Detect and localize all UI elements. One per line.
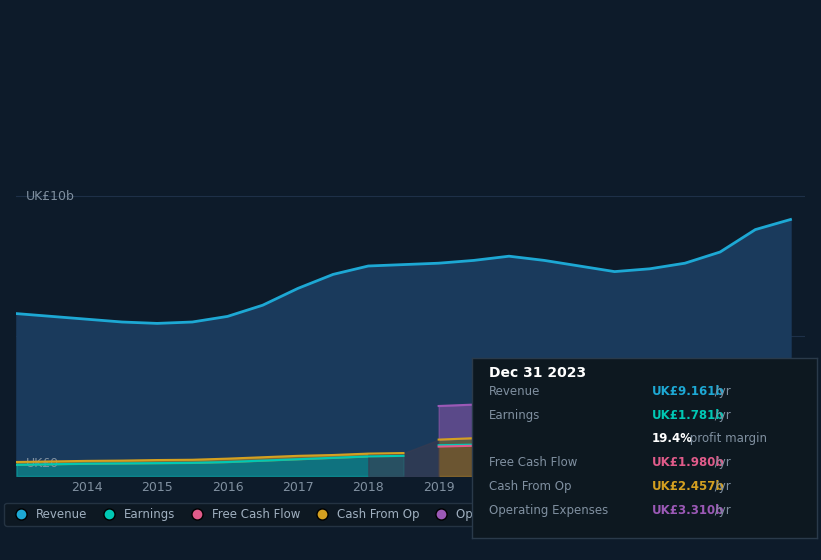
Text: UK£2.457b: UK£2.457b [651,480,724,493]
Text: Free Cash Flow: Free Cash Flow [489,456,578,469]
Text: UK£9.161b: UK£9.161b [651,385,724,398]
Text: UK£1.980b: UK£1.980b [651,456,724,469]
Text: Cash From Op: Cash From Op [489,480,571,493]
Text: UK£1.781b: UK£1.781b [651,409,724,422]
Text: /yr: /yr [711,504,731,517]
Text: /yr: /yr [711,385,731,398]
Text: UK£10b: UK£10b [26,189,75,203]
Text: /yr: /yr [711,480,731,493]
Text: UK£0: UK£0 [26,457,59,470]
Text: profit margin: profit margin [686,432,767,445]
Text: UK£3.310b: UK£3.310b [651,504,724,517]
Text: Revenue: Revenue [489,385,541,398]
Text: 19.4%: 19.4% [651,432,692,445]
Text: Operating Expenses: Operating Expenses [489,504,608,517]
Text: Earnings: Earnings [489,409,541,422]
Text: Dec 31 2023: Dec 31 2023 [489,366,586,380]
Text: /yr: /yr [711,456,731,469]
Text: /yr: /yr [711,409,731,422]
Legend: Revenue, Earnings, Free Cash Flow, Cash From Op, Operating Expenses: Revenue, Earnings, Free Cash Flow, Cash … [4,503,580,525]
